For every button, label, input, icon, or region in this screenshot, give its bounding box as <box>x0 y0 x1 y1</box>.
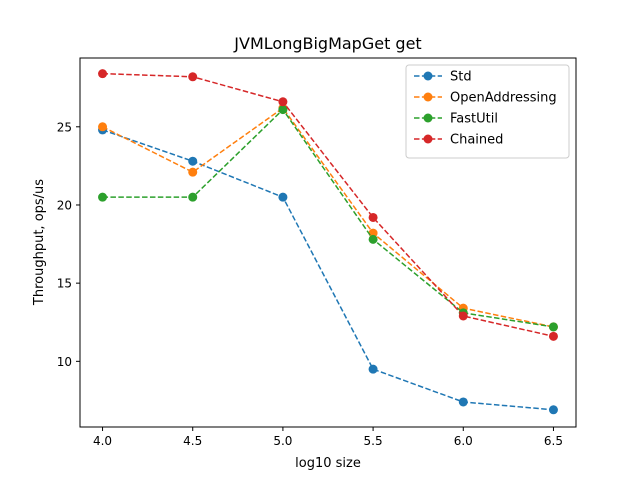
legend-box <box>405 64 570 159</box>
data-point <box>188 192 198 202</box>
data-point <box>458 311 468 321</box>
y-tick-label: 20 <box>57 198 72 212</box>
chart-title: JVMLongBigMapGet get <box>233 34 421 53</box>
data-point <box>548 331 558 341</box>
data-point <box>458 397 468 407</box>
series-line <box>102 129 554 411</box>
legend-marker <box>423 92 433 102</box>
data-point <box>368 228 378 238</box>
x-axis: 4.0 4.5 5.0 5.5 6.0 6.5 <box>93 427 563 448</box>
legend-marker <box>423 113 433 123</box>
legend-marker <box>423 71 433 81</box>
y-tick-label: 10 <box>57 355 72 369</box>
y-tick-label: 25 <box>57 120 72 134</box>
x-tick-label: 6.0 <box>454 434 473 448</box>
data-point <box>98 122 108 132</box>
series-line <box>102 72 554 338</box>
plot-frame <box>79 57 577 428</box>
series-layer <box>98 69 558 415</box>
y-axis: 10 15 20 25 <box>57 120 80 369</box>
plot-area <box>79 57 577 428</box>
legend-label: OpenAddressing <box>450 91 557 106</box>
x-tick-label: 6.5 <box>544 434 563 448</box>
y-tick-label: 15 <box>57 277 72 291</box>
legend-item: Chained <box>414 133 503 148</box>
series-line <box>102 106 554 328</box>
data-point <box>98 192 108 202</box>
legend-label: FastUtil <box>450 112 498 127</box>
series-chained <box>98 69 558 341</box>
legend-label: Chained <box>450 133 503 148</box>
x-tick-label: 4.5 <box>183 434 202 448</box>
data-point <box>188 167 198 177</box>
x-axis-label: log10 size <box>295 456 361 471</box>
data-point <box>278 192 288 202</box>
series-std <box>98 125 558 415</box>
data-point <box>368 364 378 374</box>
legend-label: Std <box>450 70 472 85</box>
data-point <box>548 322 558 332</box>
x-tick-label: 5.5 <box>364 434 383 448</box>
data-point <box>188 72 198 82</box>
legend-marker <box>423 134 433 144</box>
data-point <box>368 234 378 244</box>
series-line <box>102 108 554 328</box>
data-point <box>548 405 558 415</box>
x-tick-label: 4.0 <box>93 434 112 448</box>
data-point <box>278 97 288 107</box>
legend-item: FastUtil <box>414 112 498 127</box>
data-point <box>98 69 108 79</box>
y-axis-label: Throughput, ops/us <box>32 179 47 306</box>
data-point <box>278 105 288 115</box>
x-tick-label: 5.0 <box>273 434 292 448</box>
data-point <box>188 156 198 166</box>
data-point <box>368 212 378 222</box>
legend-item: Std <box>414 70 472 85</box>
legend-item: OpenAddressing <box>414 91 557 106</box>
legend: Std OpenAddressing FastUtil Chained <box>405 64 570 159</box>
